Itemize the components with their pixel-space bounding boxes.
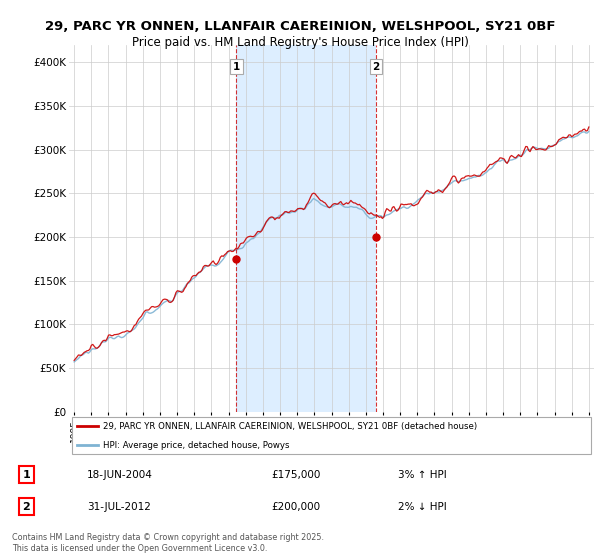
FancyBboxPatch shape <box>71 417 591 454</box>
Text: £175,000: £175,000 <box>271 470 320 479</box>
Text: £200,000: £200,000 <box>271 502 320 512</box>
Text: 2: 2 <box>372 62 379 72</box>
Text: 29, PARC YR ONNEN, LLANFAIR CAEREINION, WELSHPOOL, SY21 0BF: 29, PARC YR ONNEN, LLANFAIR CAEREINION, … <box>45 20 555 32</box>
Text: 18-JUN-2004: 18-JUN-2004 <box>87 470 153 479</box>
Text: Contains HM Land Registry data © Crown copyright and database right 2025.
This d: Contains HM Land Registry data © Crown c… <box>12 533 324 553</box>
Text: 1: 1 <box>233 62 240 72</box>
Text: HPI: Average price, detached house, Powys: HPI: Average price, detached house, Powy… <box>103 441 290 450</box>
Text: 29, PARC YR ONNEN, LLANFAIR CAEREINION, WELSHPOOL, SY21 0BF (detached house): 29, PARC YR ONNEN, LLANFAIR CAEREINION, … <box>103 422 477 431</box>
Bar <box>236 45 376 412</box>
Text: 2: 2 <box>23 502 30 512</box>
Text: 3% ↑ HPI: 3% ↑ HPI <box>398 470 446 479</box>
Text: 31-JUL-2012: 31-JUL-2012 <box>87 502 151 512</box>
Text: 1: 1 <box>23 470 30 479</box>
Text: Price paid vs. HM Land Registry's House Price Index (HPI): Price paid vs. HM Land Registry's House … <box>131 36 469 49</box>
Text: 2% ↓ HPI: 2% ↓ HPI <box>398 502 446 512</box>
